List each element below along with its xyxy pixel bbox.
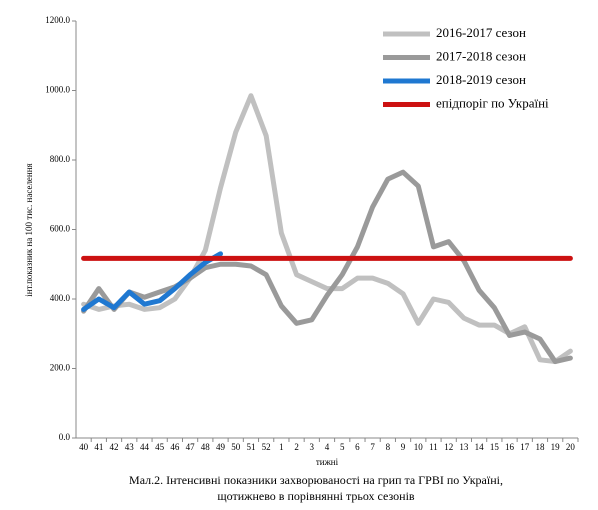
x-tick-label: 18: [535, 442, 545, 452]
x-tick-label: 16: [505, 442, 515, 452]
y-tick-label: 600.0: [50, 224, 71, 234]
caption: Мал.2. Інтенсивні показники захворюванос…: [129, 473, 503, 487]
legend-label: 2018-2019 сезон: [436, 72, 526, 87]
x-tick-label: 9: [401, 442, 406, 452]
y-tick-label: 1000.0: [45, 85, 70, 95]
y-tick-label: 400.0: [50, 293, 71, 303]
y-tick-label: 1200.0: [45, 15, 70, 25]
x-tick-label: 8: [386, 442, 391, 452]
x-tick-label: 15: [490, 442, 500, 452]
x-tick-label: 44: [140, 442, 150, 452]
x-tick-label: 43: [125, 442, 135, 452]
y-tick-label: 800.0: [50, 154, 71, 164]
series-line: [81, 169, 573, 365]
x-tick-label: 5: [340, 442, 345, 452]
x-tick-label: 47: [186, 442, 196, 452]
legend-label: 2017-2018 сезон: [436, 48, 526, 63]
caption: щотижнево в порівнянні трьох сезонів: [217, 489, 415, 503]
x-tick-label: 3: [310, 442, 315, 452]
x-tick-label: 1: [279, 442, 284, 452]
y-axis-label: інт.показник на 100 тис. населення: [24, 163, 34, 296]
x-tick-label: 52: [262, 442, 271, 452]
series-line: [81, 251, 224, 312]
x-tick-label: 45: [155, 442, 165, 452]
x-tick-label: 2: [294, 442, 299, 452]
x-tick-label: 12: [444, 442, 453, 452]
x-tick-label: 11: [429, 442, 438, 452]
x-tick-label: 20: [566, 442, 576, 452]
x-tick-label: 4: [325, 442, 330, 452]
x-tick-label: 19: [551, 442, 561, 452]
legend-label: епідпоріг по Україні: [436, 95, 549, 110]
x-tick-label: 50: [231, 442, 241, 452]
x-tick-label: 40: [79, 442, 89, 452]
x-axis-label: тижні: [316, 457, 339, 467]
x-tick-label: 13: [459, 442, 469, 452]
x-tick-label: 46: [170, 442, 180, 452]
series-line: [81, 93, 573, 365]
y-tick-label: 0.0: [59, 432, 71, 442]
y-tick-label: 200.0: [50, 363, 71, 373]
x-tick-label: 48: [201, 442, 211, 452]
x-tick-label: 7: [370, 442, 375, 452]
x-tick-label: 17: [520, 442, 530, 452]
x-tick-label: 41: [94, 442, 103, 452]
x-tick-label: 10: [414, 442, 424, 452]
x-tick-label: 6: [355, 442, 360, 452]
x-tick-label: 51: [246, 442, 255, 452]
x-tick-label: 14: [475, 442, 485, 452]
legend-label: 2016-2017 сезон: [436, 25, 526, 40]
x-tick-label: 42: [110, 442, 119, 452]
x-tick-label: 49: [216, 442, 226, 452]
